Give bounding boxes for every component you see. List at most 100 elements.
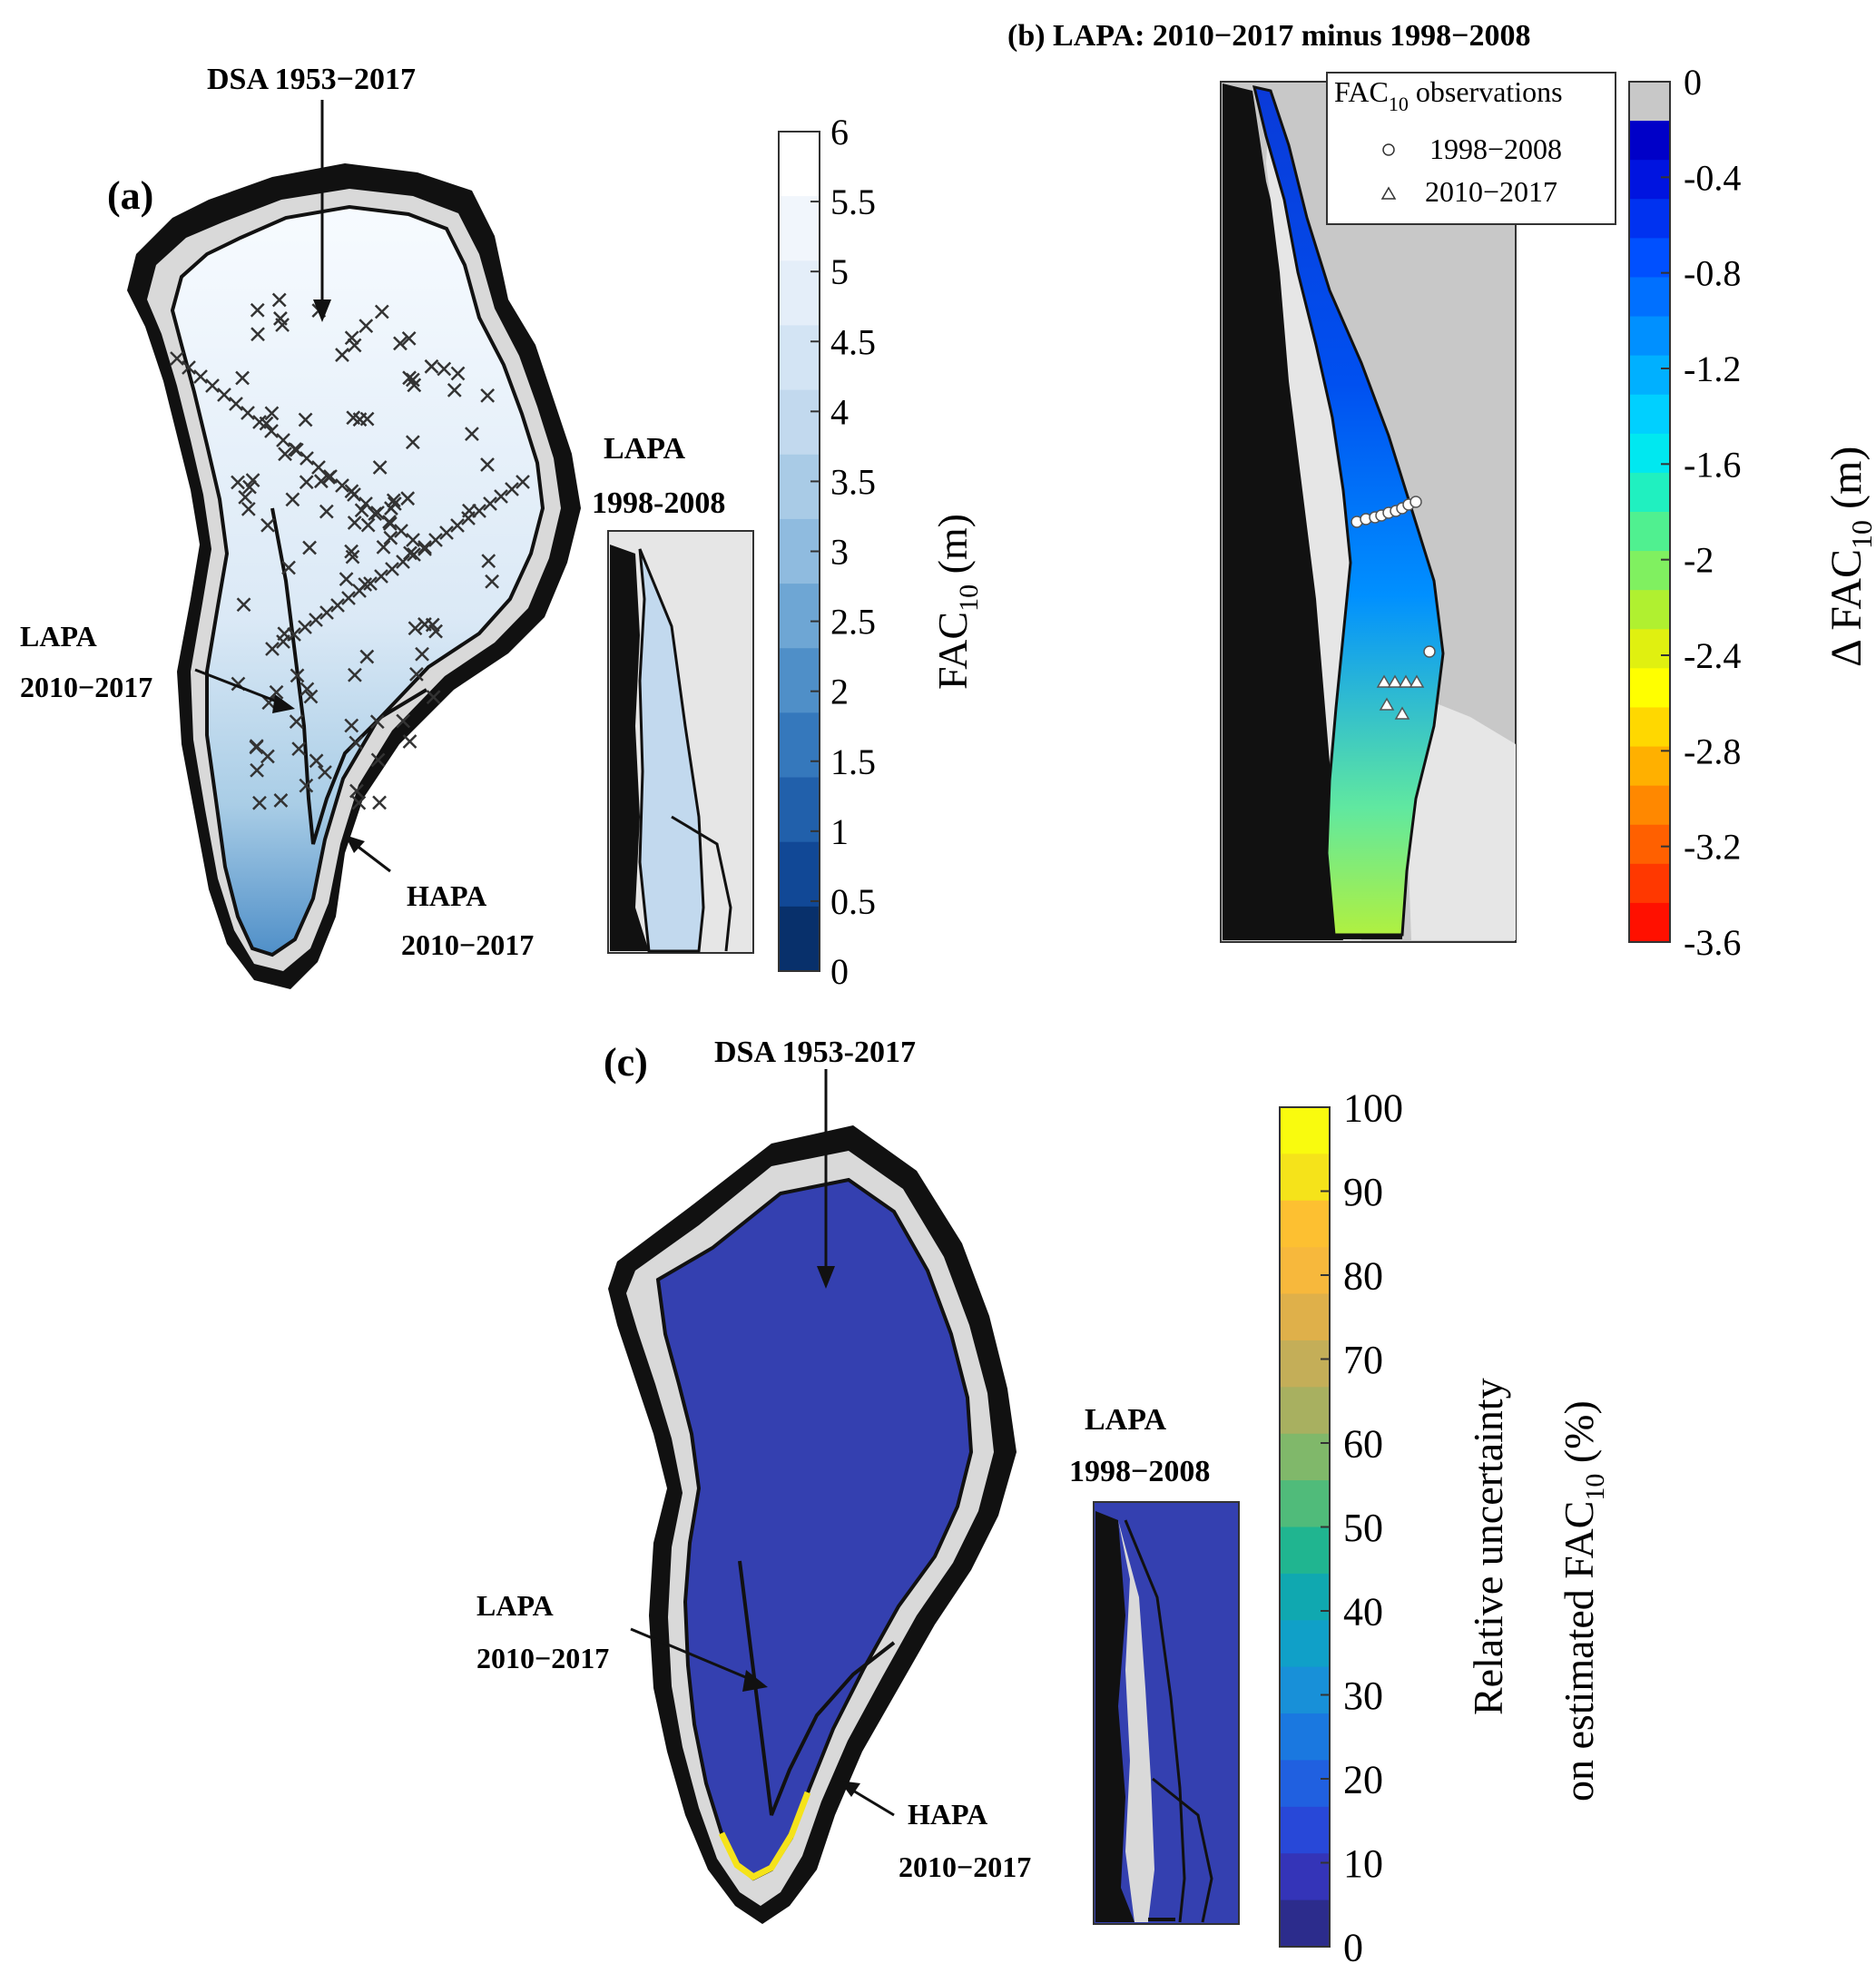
panel-c-colorbar-swatch bbox=[1280, 1853, 1330, 1901]
panel-a-colorbar-tick-label: 3.5 bbox=[830, 461, 876, 502]
panel-c-lapa-label-1: LAPA bbox=[476, 1589, 554, 1622]
panel-a-colorbar-swatch bbox=[779, 777, 820, 843]
observation-cross bbox=[447, 383, 462, 398]
panel-a-colorbar-tick-label: 4 bbox=[830, 391, 849, 432]
observation-cross bbox=[318, 765, 332, 780]
panel-c-colorbar-swatch bbox=[1280, 1527, 1330, 1575]
observation-cross bbox=[344, 718, 359, 733]
panel-a-colorbar-tick-label: 4.5 bbox=[830, 321, 876, 362]
panel-a-colorbar-swatch bbox=[779, 196, 820, 261]
observation-cross bbox=[352, 412, 368, 427]
observation-cross bbox=[483, 496, 497, 511]
observation-cross bbox=[417, 540, 432, 555]
observation-cross bbox=[516, 475, 530, 489]
panel-b-colorbar-swatch bbox=[1629, 355, 1670, 396]
panel-c-colorbar-tick-label: 90 bbox=[1343, 1170, 1383, 1214]
panel-a-colorbar-tick-label: 0 bbox=[830, 951, 849, 992]
panel-b-colorbar-swatch bbox=[1629, 551, 1670, 591]
observation-cross bbox=[358, 577, 373, 592]
observation-cross bbox=[348, 667, 362, 682]
panel-c-ice-sheet bbox=[655, 1177, 974, 1881]
panel-a-inset-title-2: 1998-2008 bbox=[592, 486, 725, 520]
observation-cross bbox=[382, 516, 398, 531]
panel-a-hapa-label-2: 2010−2017 bbox=[401, 928, 534, 961]
observation-cross bbox=[349, 783, 364, 799]
observation-cross bbox=[299, 475, 314, 490]
panel-c-colorbar-tick-label: 80 bbox=[1343, 1253, 1383, 1298]
panel-b-legend-entry-2: 2010−2017 bbox=[1425, 175, 1557, 208]
observation-cross bbox=[349, 735, 364, 751]
observation-cross bbox=[241, 406, 255, 420]
panel-b-colorbar-swatch bbox=[1629, 238, 1670, 279]
panel-c-colorbar-swatch bbox=[1280, 1340, 1330, 1388]
observation-cross bbox=[426, 690, 441, 705]
observation-cross bbox=[347, 338, 362, 353]
observation-cross bbox=[252, 415, 267, 429]
panel-c-colorbar-swatch bbox=[1280, 1666, 1330, 1714]
observation-cross bbox=[403, 545, 417, 561]
panel-c-dsa-arrowhead bbox=[817, 1266, 835, 1289]
panel-b-colorbar-tick-label: -2.8 bbox=[1684, 731, 1741, 771]
panel-c-colorbar-label-1: Relative uncertainty bbox=[1465, 1378, 1511, 1715]
panel-b-colorbar-tick-label: -0.8 bbox=[1684, 253, 1741, 294]
panel-a-colorbar-tick-label: 5.5 bbox=[830, 182, 876, 222]
observation-cross bbox=[276, 433, 290, 447]
observation-cross bbox=[354, 503, 369, 518]
panel-b-colorbar-tick-label: -2 bbox=[1684, 540, 1714, 581]
panel-a-colorbar-swatch bbox=[779, 454, 820, 520]
panel-b-rock bbox=[1223, 83, 1343, 940]
observation-cross bbox=[170, 351, 184, 366]
observation-cross bbox=[408, 621, 423, 636]
observation-cross bbox=[182, 360, 196, 375]
panel-a-colorbar-swatch bbox=[779, 648, 820, 713]
observation-cross bbox=[289, 442, 304, 457]
panel-b-colorbar-swatch bbox=[1629, 863, 1670, 904]
observation-cross bbox=[298, 620, 312, 634]
observation-cross bbox=[374, 569, 388, 584]
observation-cross bbox=[428, 533, 443, 547]
observation-cross bbox=[369, 714, 385, 730]
panel-c-colorbar-swatch bbox=[1280, 1293, 1330, 1341]
observation-cross bbox=[480, 388, 496, 403]
observation-cross bbox=[313, 474, 329, 489]
panel-b-colorbar-swatch bbox=[1629, 590, 1670, 630]
panel-b-colorbar-tick-label: -0.4 bbox=[1684, 157, 1741, 198]
panel-a-colorbar: 6 5.5 5 4.5 4 3.5 3 2.5 2 1.5 1 0.5 0 bbox=[778, 112, 876, 992]
observation-cross bbox=[393, 336, 408, 351]
panel-b-colorbar-swatch bbox=[1629, 82, 1670, 122]
observation-cross bbox=[407, 547, 421, 562]
observation-cross bbox=[319, 605, 334, 620]
observation-cross bbox=[264, 424, 279, 438]
observation-cross bbox=[480, 457, 495, 472]
observation-cross bbox=[385, 562, 399, 576]
panel-a-colorbar-swatch bbox=[779, 841, 820, 908]
observation-cross bbox=[252, 795, 267, 810]
panel-b-colorbar-swatch bbox=[1629, 316, 1670, 357]
panel-b-colorbar-swatch bbox=[1629, 472, 1670, 513]
panel-c-lapa-boundary bbox=[738, 1560, 896, 1816]
panel-a-dsa-arrowhead bbox=[313, 299, 331, 322]
observation-cross bbox=[383, 530, 398, 545]
panel-c-colorbar-swatch bbox=[1280, 1480, 1330, 1528]
panel-b-colorbar-tick-label: -3.2 bbox=[1684, 827, 1741, 868]
panel-a: (a) DSA 1953−2017 LAPA 2010−2017 HAPA 20… bbox=[20, 63, 984, 992]
panel-b-colorbar-tick-label: 0 bbox=[1684, 62, 1702, 103]
panel-b-colorbar: 0 -0.4 -0.8 -1.2 -1.6 -2 -2.4 -2.8 -3.2 -3.6 bbox=[1628, 62, 1741, 963]
panel-a-colorbar-swatch bbox=[779, 325, 820, 391]
observation-cross bbox=[242, 479, 257, 495]
observation-cross bbox=[359, 319, 374, 334]
panel-b-colorbar-swatch bbox=[1629, 277, 1670, 318]
panel-b-colorbar-swatch bbox=[1629, 160, 1670, 200]
panel-a-dsa-label: DSA 1953−2017 bbox=[207, 63, 416, 96]
observation-cross bbox=[273, 311, 288, 326]
panel-a-colorbar-tick-label: 0.5 bbox=[830, 881, 876, 922]
observation-cross bbox=[402, 370, 417, 386]
observation-cross bbox=[229, 397, 243, 411]
observation-cross bbox=[417, 542, 432, 556]
observation-cross bbox=[405, 435, 420, 450]
panel-c-colorbar-swatch bbox=[1280, 1806, 1330, 1854]
observation-cross bbox=[465, 427, 479, 441]
observation-cross bbox=[264, 406, 280, 421]
